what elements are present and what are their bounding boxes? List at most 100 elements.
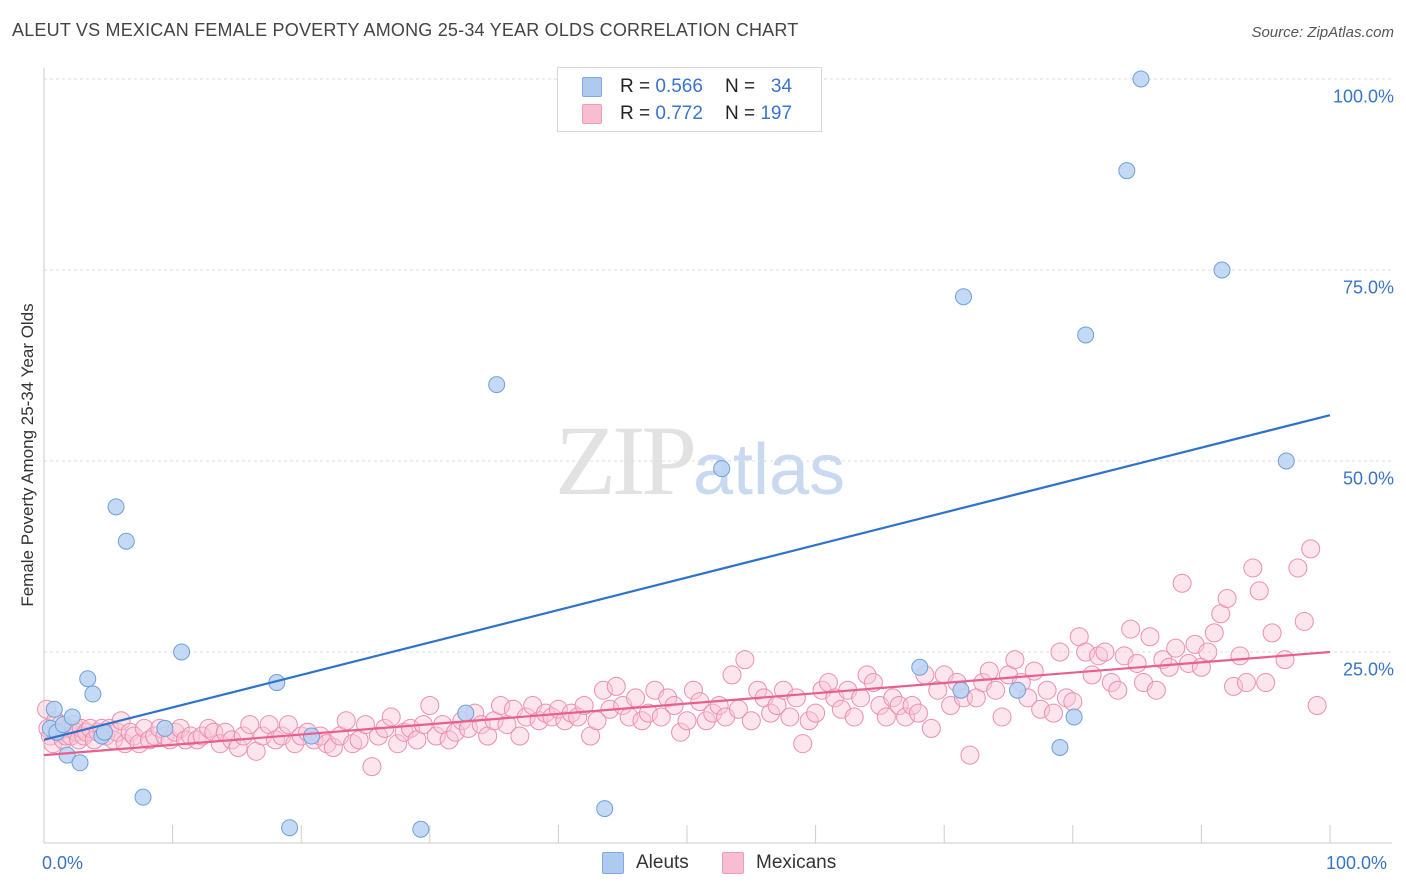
aleuts-point-14 xyxy=(156,719,174,737)
mexicans-point-183 xyxy=(1101,673,1121,693)
mexicans-point-198 xyxy=(1198,642,1218,662)
mexicans-point-71 xyxy=(381,707,401,727)
aleuts-point-30 xyxy=(1077,326,1095,344)
mexicans-point-78 xyxy=(426,726,446,746)
mexicans-point-121 xyxy=(703,703,723,723)
mexicans-point-111 xyxy=(638,703,658,723)
mexicans-point-91 xyxy=(510,726,530,746)
mexicans-point-74 xyxy=(401,718,421,738)
x-tick-label-max: 100.0% xyxy=(1326,853,1388,873)
mexicans-point-49 xyxy=(240,715,260,735)
mexicans-point-101 xyxy=(574,695,594,715)
aleuts-point-13 xyxy=(134,788,152,806)
bottom-legend-mexicans: Mexicans xyxy=(722,852,836,874)
mexicans-point-151 xyxy=(896,707,916,727)
aleuts-point-6 xyxy=(71,754,89,772)
legend-n-value-mexicans: 197 xyxy=(760,103,793,124)
aleuts-point-17 xyxy=(281,819,299,837)
mexicans-point-209 xyxy=(1275,650,1295,670)
mexicans-point-211 xyxy=(1294,611,1314,631)
bottom-legend-label-mexicans: Mexicans xyxy=(756,852,837,873)
legend-r-value-aleuts: 0.566 xyxy=(655,76,703,97)
aleuts-point-24 xyxy=(911,658,929,676)
aleuts-point-7 xyxy=(79,670,97,688)
mexicans-point-206 xyxy=(1249,581,1269,601)
legend-r-label: R = xyxy=(620,103,651,124)
mexicans-point-64 xyxy=(336,711,356,731)
aleuts-point-11 xyxy=(107,498,125,516)
aleuts-point-32 xyxy=(1132,70,1150,88)
mexicans-point-124 xyxy=(722,665,742,685)
mexicans-point-116 xyxy=(671,722,691,742)
mexicans-point-40 xyxy=(187,730,207,750)
mexicans-point-135 xyxy=(793,734,813,754)
legend-r-label: R = xyxy=(620,76,651,97)
chart-title: ALEUT VS MEXICAN FEMALE POVERTY AMONG 25… xyxy=(12,20,799,40)
mexicans-point-201 xyxy=(1217,589,1237,609)
mexicans-point-146 xyxy=(863,673,883,693)
x-tick-label-min: 0.0% xyxy=(42,853,84,873)
y-tick-label-100: 100.0% xyxy=(1332,86,1394,107)
aleuts-point-33 xyxy=(1213,261,1231,279)
source-label: Source: ZipAtlas.com xyxy=(1251,24,1394,41)
mexicans-point-113 xyxy=(651,707,671,727)
legend-r-value-mexicans: 0.772 xyxy=(655,103,703,124)
mexicans-point-128 xyxy=(748,680,768,700)
mexicans-point-44 xyxy=(210,734,230,754)
aleuts-point-1 xyxy=(45,700,63,718)
bottom-legend-label-aleuts: Aleuts xyxy=(636,852,689,873)
mexicans-point-192 xyxy=(1159,657,1179,677)
mexicans-point-62 xyxy=(323,738,343,757)
aleuts-point-22 xyxy=(596,800,614,818)
mexicans-point-152 xyxy=(902,695,922,715)
legend-swatch-aleuts xyxy=(582,77,602,97)
aleuts-point-12 xyxy=(117,532,135,550)
mexicans-point-145 xyxy=(857,665,877,685)
mexicans-point-96 xyxy=(542,707,562,727)
mexicans-point-130 xyxy=(761,703,781,723)
legend-n-label: N = xyxy=(724,76,756,97)
mexicans-point-136 xyxy=(799,711,819,731)
mexicans-point-172 xyxy=(1031,699,1051,719)
aleuts-point-27 xyxy=(1009,681,1027,699)
mexicans-point-177 xyxy=(1063,692,1083,712)
mexicans-point-98 xyxy=(555,711,575,731)
mexicans-point-127 xyxy=(741,711,761,731)
mexicans-point-72 xyxy=(388,734,408,754)
mexicans-point-68 xyxy=(362,757,382,777)
mexicans-point-155 xyxy=(921,718,941,738)
mexicans-point-110 xyxy=(632,711,652,731)
aleuts-point-26 xyxy=(954,288,972,306)
legend-swatch-mexicans xyxy=(582,104,602,124)
mexicans-point-213 xyxy=(1307,695,1327,715)
mexicans-point-109 xyxy=(626,688,646,708)
mexicans-point-187 xyxy=(1127,653,1147,673)
mexicans-point-153 xyxy=(908,703,928,723)
mexicans-point-194 xyxy=(1172,573,1192,593)
aleuts-point-21 xyxy=(488,376,506,394)
aleuts-point-31 xyxy=(1118,162,1136,180)
mexicans-point-143 xyxy=(844,707,864,727)
aleuts-point-18 xyxy=(302,727,320,745)
mexicans-point-208 xyxy=(1262,623,1282,643)
mexicans-point-173 xyxy=(1037,680,1057,700)
aleuts-point-4 xyxy=(58,746,76,764)
aleuts-point-20 xyxy=(457,704,475,722)
legend: R = 0.566 N = 34 R = 0.772 N = 197 xyxy=(557,67,822,132)
bottom-legend-aleuts: Aleuts xyxy=(602,852,689,874)
mexicans-point-203 xyxy=(1230,646,1250,666)
mexicans-point-189 xyxy=(1140,627,1160,647)
bottom-legend-swatch-aleuts xyxy=(602,852,624,874)
mexicans-point-175 xyxy=(1050,642,1070,662)
mexicans-point-174 xyxy=(1044,703,1064,723)
mexicans-point-182 xyxy=(1095,642,1115,662)
mexicans-point-161 xyxy=(960,745,980,765)
y-tick-label-75: 75.0% xyxy=(1342,277,1394,298)
mexicans-point-210 xyxy=(1288,558,1308,578)
mexicans-point-180 xyxy=(1082,665,1102,685)
mexicans-point-118 xyxy=(683,680,703,700)
mexicans-trend-line xyxy=(43,650,1331,757)
aleuts-point-34 xyxy=(1277,452,1295,470)
mexicans-point-114 xyxy=(658,688,678,708)
